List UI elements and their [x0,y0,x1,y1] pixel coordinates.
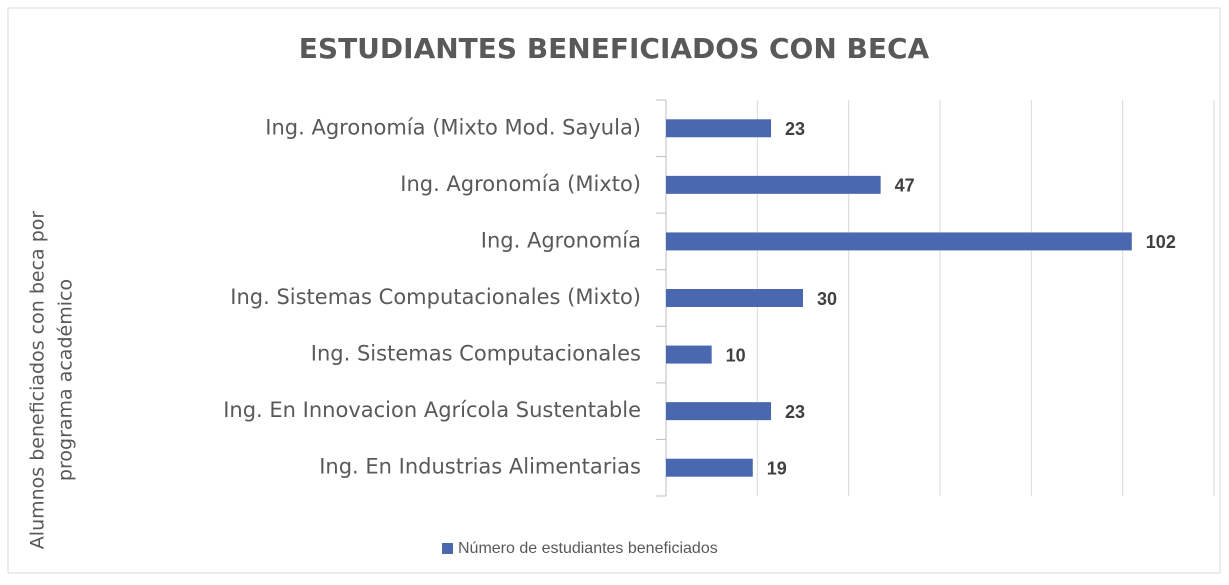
y-axis-title-line: Alumnos beneficiados con beca por [27,211,49,550]
y-axis-title-line: programa académico [55,279,77,481]
y-tick-label: Ing. Sistemas Computacionales (Mixto) [230,285,641,309]
bar [666,289,803,307]
data-label: 23 [785,402,805,422]
y-tick-label: Ing. Agronomía [481,228,641,252]
legend-label: Número de estudiantes beneficiados [458,540,718,557]
chart-title: ESTUDIANTES BENEFICIADOS CON BECA [299,32,930,65]
y-axis-title: Alumnos beneficiados con beca por progra… [27,211,77,550]
bar [666,402,772,421]
bar [666,175,881,194]
y-tick-label: Ing. Agronomía (Mixto) [400,172,641,196]
chart-border [7,7,1221,574]
y-tick-label: Ing. Agronomía (Mixto Mod. Sayula) [265,115,641,139]
y-tick-label: Ing. En Industrias Alimentarias [319,455,641,479]
data-label: 10 [726,345,746,365]
data-label: 30 [817,289,837,309]
bar [666,119,772,138]
data-label: 23 [785,119,805,139]
y-tick-label: Ing. En Innovacion Agrícola Sustentable [223,398,641,422]
data-label: 19 [767,458,787,478]
bar [666,345,712,364]
bar [666,232,1132,251]
data-label: 47 [895,176,915,196]
legend-swatch [442,543,453,554]
bar [666,458,753,477]
data-label: 102 [1146,232,1176,252]
y-tick-label: Ing. Sistemas Computacionales [311,342,641,366]
